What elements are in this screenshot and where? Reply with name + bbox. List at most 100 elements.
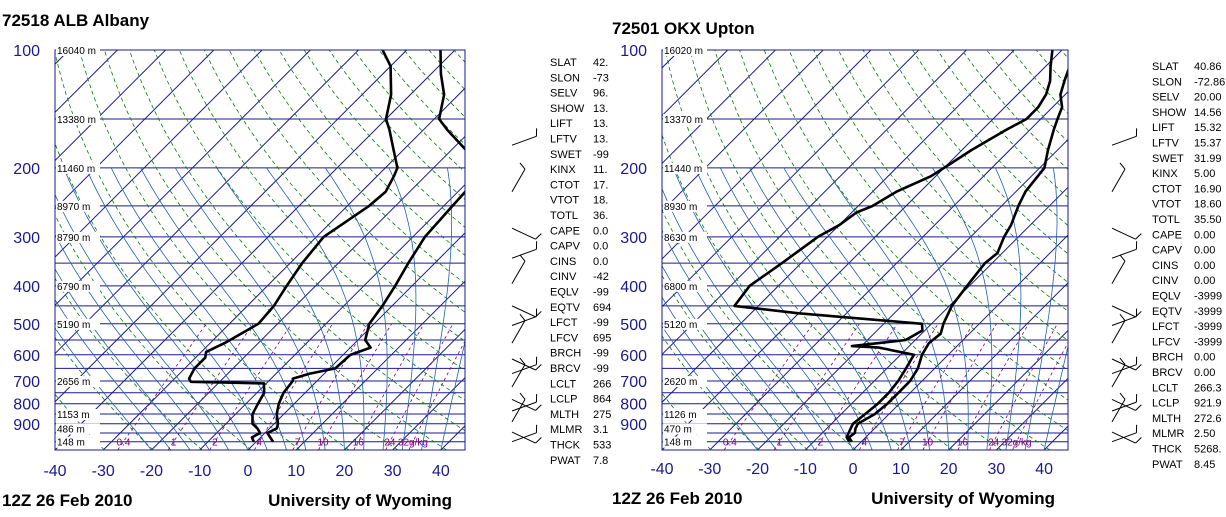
wind-barb (1112, 306, 1136, 317)
dewpoint-trace (189, 50, 397, 442)
height-label: 5120 m (664, 320, 697, 331)
index-value: 921.9 (1194, 398, 1222, 410)
index-value: -99 (593, 287, 609, 299)
wind-barb (520, 393, 525, 399)
height-label: 8790 m (57, 233, 90, 244)
index-value: 5.00 (1194, 168, 1215, 180)
wind-barb (520, 314, 525, 320)
index-name: SELV (1152, 92, 1180, 104)
height-label: 13370 m (664, 115, 703, 126)
index-name: CAPE (1152, 229, 1182, 241)
isotherm-line (200, 50, 600, 450)
wind-barb (512, 432, 536, 443)
index-name: BRCH (550, 348, 581, 360)
pressure-tick-label: 800 (13, 397, 40, 414)
index-value: -3999 (1194, 291, 1222, 303)
mixing-ratio-label: 1 (777, 438, 783, 449)
height-label: 1126 m (664, 410, 697, 421)
index-name: SHOW (550, 103, 585, 115)
mixing-ratio-label: 24 (384, 438, 396, 449)
wind-barb (512, 402, 536, 411)
index-name: MLMR (550, 424, 582, 436)
index-value: -99 (593, 363, 609, 375)
mixing-ratio-label: 0.4 (116, 438, 130, 449)
mixing-ratio-label: 16 (353, 438, 365, 449)
index-name: LCLP (550, 394, 578, 406)
wind-barb (536, 405, 542, 411)
index-value: 35.50 (1194, 214, 1222, 226)
index-name: LCLP (1152, 398, 1180, 410)
index-value: 16.90 (1194, 183, 1222, 195)
wind-barb (512, 359, 536, 370)
wind-barb (1120, 255, 1125, 261)
wind-barb (536, 364, 542, 370)
index-value: 2.50 (1194, 428, 1215, 440)
index-value: 0.00 (1194, 275, 1215, 287)
mixing-ratio-label: 24 (988, 438, 1000, 449)
mixing-ratio-lines (118, 324, 475, 450)
pressure-tick-label: 100 (620, 43, 647, 60)
wind-barbs (512, 128, 541, 443)
wind-barb (512, 136, 536, 145)
index-value: 20.00 (1194, 92, 1222, 104)
isotherm-line (248, 50, 648, 450)
index-value: -42 (593, 271, 609, 283)
wind-barb (512, 228, 536, 239)
pressure-tick-label: 200 (620, 161, 647, 178)
height-label: 486 m (57, 424, 85, 435)
index-name: SELV (550, 88, 578, 100)
temperature-trace (267, 50, 474, 442)
index-name: MLTH (1152, 413, 1181, 425)
mixing-ratio-label: 2 (818, 438, 824, 449)
index-value: 18.60 (1194, 199, 1222, 211)
wind-barb (1120, 314, 1125, 320)
height-label: 5190 m (57, 320, 90, 331)
pressure-tick-label: 700 (620, 374, 647, 391)
wind-barb (520, 255, 525, 261)
index-name: SLAT (550, 57, 577, 69)
index-value: 864 (593, 394, 611, 406)
moist-adiabat (217, 168, 345, 450)
wind-barb (536, 438, 542, 444)
isotherm-line (710, 50, 1110, 450)
wind-barbs (1112, 128, 1141, 443)
pressure-tick-label: 300 (13, 230, 40, 247)
moist-adiabat (874, 168, 968, 450)
index-name: MLMR (1152, 428, 1184, 440)
index-value: 7.8 (593, 455, 608, 467)
index-value: 15.32 (1194, 122, 1222, 134)
height-label: 8630 m (664, 233, 697, 244)
moist-adiabat (1025, 168, 1057, 450)
wind-barb (1112, 317, 1136, 326)
wind-barb (1136, 438, 1142, 444)
index-value: 272.6 (1194, 413, 1222, 425)
wind-barb (1120, 393, 1125, 399)
station-title: 72518 ALB Albany (2, 11, 150, 30)
index-value: 13. (593, 103, 608, 115)
index-value: 695 (593, 332, 611, 344)
wind-barb (1112, 432, 1136, 443)
wind-barb (512, 249, 536, 258)
mixing-ratio-label: 32g/kg (398, 438, 428, 449)
index-name: CTOT (1152, 183, 1182, 195)
index-name: CAPE (550, 225, 580, 237)
pressure-tick-label: 500 (13, 317, 40, 334)
temperature-tick-label: -20 (140, 463, 163, 480)
index-value: 36. (593, 210, 608, 222)
index-name: KINX (1152, 168, 1178, 180)
height-label: 2656 m (57, 377, 90, 388)
isotherm-lines (280, 50, 1226, 450)
index-name: KINX (550, 164, 576, 176)
isotherm-line (103, 50, 503, 450)
index-name: TOTL (1152, 214, 1180, 226)
temperature-tick-label: -30 (698, 461, 721, 478)
temperature-tick-label: -20 (746, 461, 769, 478)
pressure-tick-label: 600 (13, 348, 40, 365)
index-name: CINS (550, 256, 576, 268)
mixing-ratio-label: 7 (899, 438, 905, 449)
pressure-tick-label: 500 (620, 317, 647, 334)
index-name: CINS (1152, 260, 1178, 272)
